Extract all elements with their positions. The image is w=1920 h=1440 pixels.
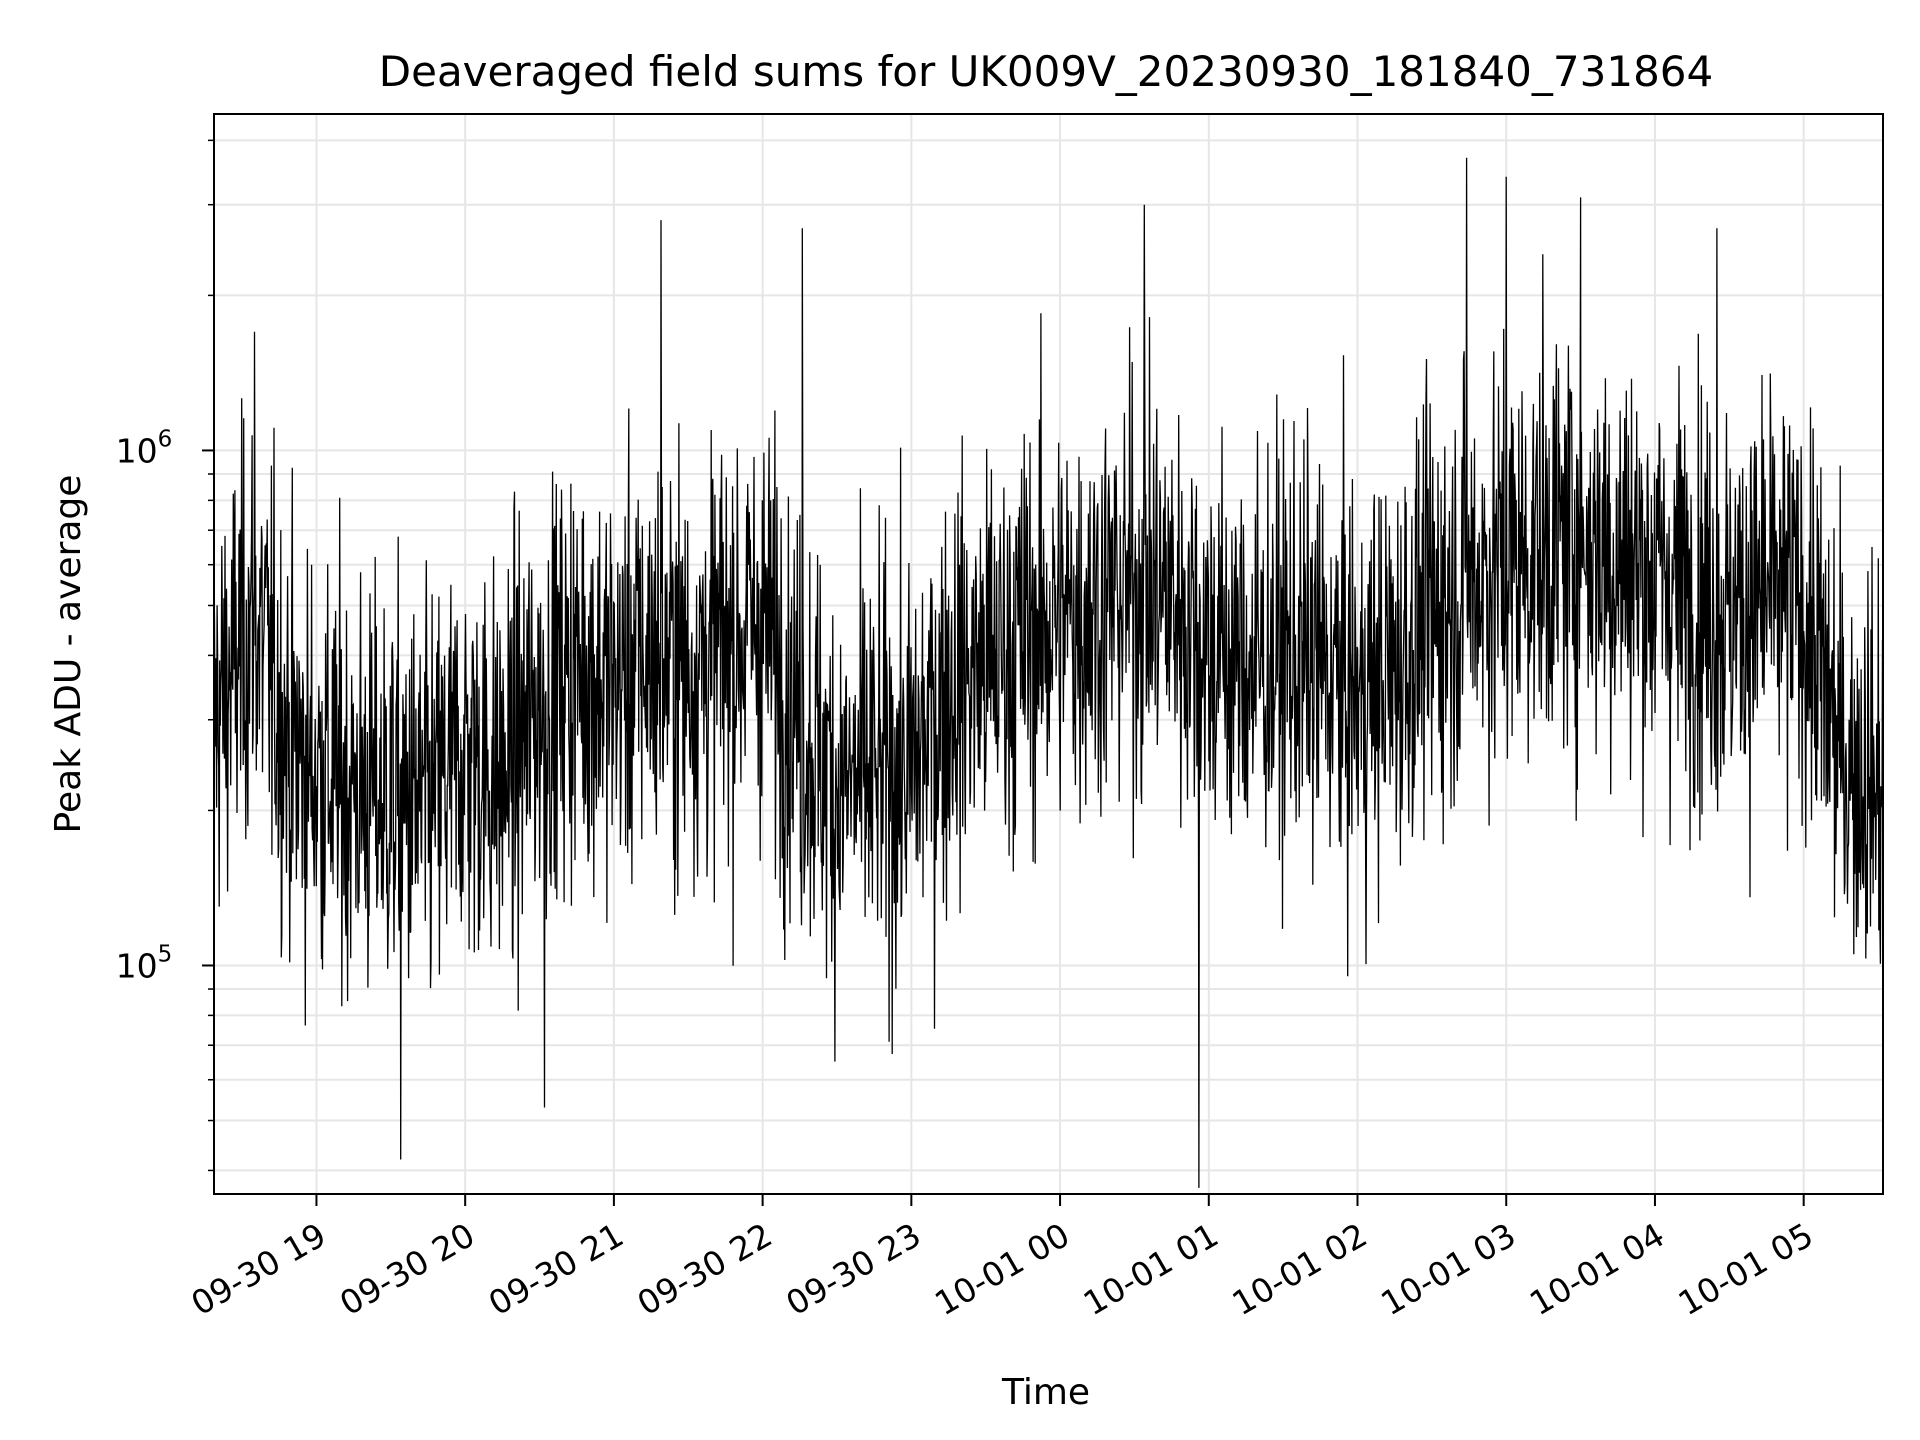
x-tick-label: 09-30 20 xyxy=(333,1215,481,1323)
x-tick-label: 09-30 23 xyxy=(779,1215,927,1323)
y-tick-label: 105 xyxy=(116,941,173,985)
series-layer xyxy=(213,157,1884,1188)
series-line xyxy=(213,157,1884,1188)
x-tick-label: 10-01 02 xyxy=(1226,1215,1374,1323)
x-axis-label: Time xyxy=(1001,1372,1090,1413)
chart-title: Deaveraged field sums for UK009V_2023093… xyxy=(379,47,1713,96)
x-tick-label: 10-01 00 xyxy=(928,1215,1076,1323)
x-tick-label: 10-01 03 xyxy=(1374,1215,1522,1323)
x-axis: 09-30 19 09-30 20 09-30 21 09-30 22 09-30 23… xyxy=(184,1194,1820,1323)
x-tick-label: 10-01 01 xyxy=(1077,1215,1225,1323)
y-axis: 105 106 xyxy=(116,139,214,1172)
x-tick-label: 10-01 05 xyxy=(1672,1215,1820,1323)
x-tick-label: 10-01 04 xyxy=(1523,1215,1671,1323)
plot-frame xyxy=(213,113,1884,1195)
y-tick-label: 106 xyxy=(116,426,173,470)
x-tick-label: 09-30 19 xyxy=(184,1215,332,1323)
x-tick-label: 09-30 22 xyxy=(631,1215,779,1323)
y-axis-label: Peak ADU - average xyxy=(48,475,89,834)
x-tick-label: 09-30 21 xyxy=(482,1215,630,1323)
